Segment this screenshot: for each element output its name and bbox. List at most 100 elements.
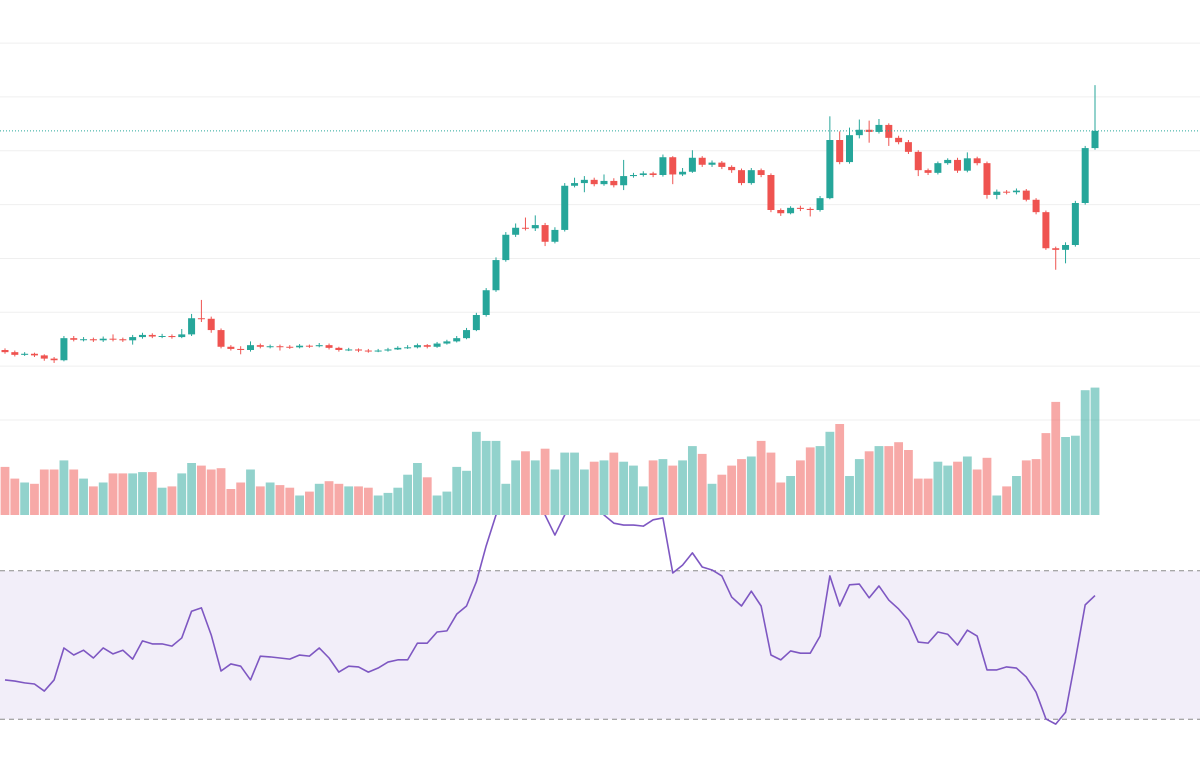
volume-bar	[776, 482, 786, 515]
volume-bar	[167, 486, 177, 515]
candle-body	[246, 345, 254, 350]
rsi-line	[4, 515, 1096, 725]
candle-body	[286, 346, 294, 348]
volume-bar	[737, 459, 746, 515]
volume-bar	[717, 474, 727, 515]
volume-bar	[471, 431, 481, 515]
candle-body	[885, 124, 893, 138]
volume-bar	[815, 446, 825, 515]
candle-body	[924, 170, 932, 173]
candle-body	[178, 334, 186, 338]
candle-body	[305, 345, 313, 347]
candle-body	[895, 137, 903, 143]
candle-body	[757, 170, 765, 175]
candle-body	[1071, 203, 1079, 245]
volume-bar	[521, 451, 530, 515]
volume-bar	[825, 431, 835, 515]
volume-bar	[913, 478, 923, 515]
volume-bar	[501, 483, 511, 515]
volume-bar	[540, 448, 550, 515]
candle-body	[188, 318, 196, 335]
candle-body	[237, 348, 245, 350]
volume-bar	[295, 495, 304, 515]
candle-body	[1052, 248, 1060, 250]
candle-body	[345, 349, 353, 351]
candle-body	[207, 318, 215, 331]
volume-bar	[904, 450, 913, 515]
volume-bar	[354, 486, 363, 515]
volume-bar	[20, 482, 30, 515]
volume-bar	[845, 476, 854, 515]
candle-body	[492, 260, 500, 291]
volume-bar	[324, 481, 334, 515]
candle-body	[620, 176, 628, 186]
candle-body	[816, 198, 824, 210]
candle-body	[934, 163, 942, 173]
volume-bar	[393, 487, 403, 515]
volume-bar	[373, 495, 383, 515]
volume-bar	[1021, 460, 1031, 515]
candle-body	[659, 157, 667, 175]
volume-bar	[0, 466, 10, 515]
volume-bar	[638, 486, 648, 515]
candle-body	[60, 338, 68, 361]
candle-body	[404, 347, 412, 349]
candle-body	[197, 318, 205, 320]
candle-body	[590, 179, 598, 185]
volume-bar	[118, 473, 128, 515]
candle-body	[610, 180, 618, 186]
candle-body	[227, 346, 235, 349]
candle-body	[954, 159, 962, 171]
candle-body	[482, 290, 490, 315]
volume-bar	[766, 452, 776, 515]
volume-bar	[579, 469, 589, 515]
volume-bar	[462, 470, 471, 515]
candle-body	[1012, 190, 1020, 193]
volume-bar	[432, 495, 442, 515]
volume-bar	[570, 452, 579, 515]
volume-bar	[629, 465, 638, 515]
volume-bar	[88, 486, 98, 515]
volume-bar	[206, 469, 216, 515]
volume-bar	[305, 491, 314, 515]
volume-bar	[992, 495, 1002, 515]
candle-body	[413, 345, 421, 348]
candle-body	[80, 339, 88, 341]
volume-bar	[560, 452, 570, 515]
volume-bar	[1061, 437, 1070, 515]
volume-bar	[1002, 486, 1012, 515]
volume-bar	[589, 461, 599, 515]
candle-body	[148, 334, 156, 337]
volume-bar	[79, 478, 88, 515]
candle-body	[688, 157, 696, 172]
candle-body	[364, 350, 372, 352]
candle-body	[629, 175, 637, 177]
candle-body	[531, 225, 539, 229]
volume-bar	[147, 472, 157, 515]
candle-body	[30, 353, 38, 356]
volume-bar	[128, 473, 138, 515]
candle-body	[826, 140, 834, 199]
candle-body	[463, 330, 471, 339]
candle-body	[855, 129, 863, 136]
volume-bar	[962, 456, 972, 515]
candle-body	[561, 185, 569, 230]
candle-body	[40, 355, 48, 359]
volume-bar	[452, 466, 462, 515]
volume-bar	[609, 452, 619, 515]
candle-body	[600, 180, 608, 185]
candle-body	[865, 129, 873, 132]
volume-bar	[687, 446, 697, 515]
volume-bar	[314, 483, 324, 515]
candle-body	[551, 229, 559, 242]
volume-bar	[177, 473, 187, 515]
volume-bar	[30, 483, 39, 515]
candle-body	[796, 207, 804, 209]
candle-body	[433, 343, 441, 347]
volume-bar	[1070, 435, 1080, 515]
grid	[0, 42, 1200, 421]
candle-body	[384, 349, 392, 351]
volume-bar	[854, 459, 864, 515]
volume-bar	[226, 489, 236, 515]
